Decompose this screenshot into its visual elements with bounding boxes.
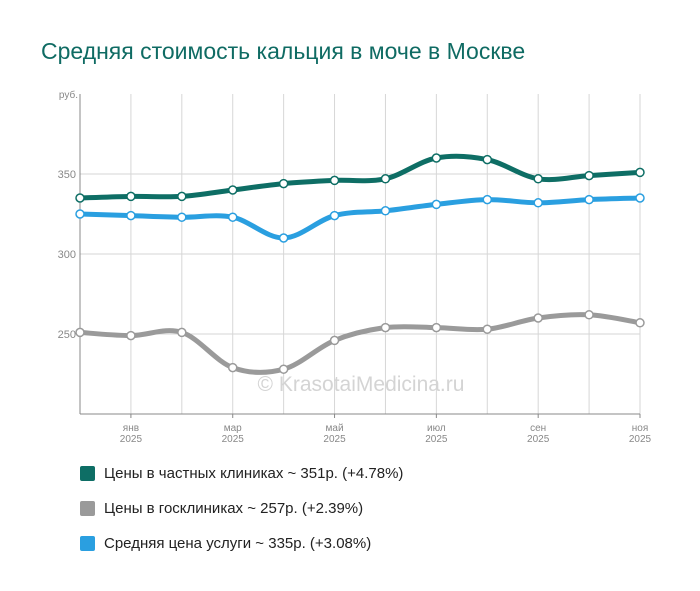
data-point: [177, 327, 187, 338]
data-point: [329, 335, 340, 346]
data-point: [380, 206, 391, 216]
legend-item-public[interactable]: Цены в госклиниках ~ 257р. (+2.39%): [80, 500, 363, 517]
data-point: [278, 233, 289, 243]
legend-item-private[interactable]: Цены в частных клиниках ~ 351р. (+4.78%): [80, 465, 403, 482]
data-point: [126, 330, 136, 341]
watermark: © KrasotaiMedicina.ru: [258, 373, 465, 396]
x-tick-month: мар: [224, 423, 242, 434]
legend-label: Цены в частных клиниках ~ 351р. (+4.78%): [104, 465, 404, 482]
data-point: [431, 199, 442, 210]
x-tick-year: 2025: [222, 434, 245, 445]
x-tick-month: сен: [530, 423, 546, 434]
line-chart: 250300350руб.янв2025мар2025май2025июл202…: [58, 89, 652, 445]
legend-label: Цены в госклиниках ~ 257р. (+2.39%): [104, 500, 364, 517]
x-tick-month: июл: [427, 423, 446, 434]
data-point: [533, 198, 543, 208]
x-tick-month: янв: [123, 423, 139, 434]
x-tick-month: май: [326, 423, 344, 434]
data-point: [635, 318, 645, 328]
data-point: [278, 178, 289, 189]
legend-item-average[interactable]: Средняя цена услуги ~ 335р. (+3.08%): [80, 535, 371, 552]
data-point: [227, 212, 238, 222]
x-tick-year: 2025: [629, 434, 652, 445]
x-tick-year: 2025: [323, 434, 346, 445]
data-point: [482, 154, 493, 165]
x-tick-year: 2025: [425, 434, 448, 445]
y-axis-unit: руб.: [59, 89, 78, 101]
data-point: [329, 210, 340, 221]
data-point: [75, 327, 85, 338]
data-point: [482, 324, 493, 334]
data-point: [533, 313, 543, 323]
y-tick-label: 250: [58, 329, 76, 341]
data-point: [380, 174, 391, 184]
legend-swatch: [80, 466, 95, 481]
data-point: [482, 194, 493, 205]
y-tick-label: 300: [58, 249, 76, 261]
data-point: [380, 322, 391, 333]
y-tick-label: 350: [58, 169, 76, 181]
legend-label: Средняя цена услуги ~ 335р. (+3.08%): [104, 535, 372, 552]
data-point: [75, 193, 85, 203]
legend-swatch: [80, 501, 95, 516]
data-point: [533, 174, 543, 184]
data-point: [227, 362, 238, 373]
data-point: [635, 193, 645, 203]
data-point: [635, 167, 645, 178]
data-point: [431, 153, 442, 163]
data-point: [227, 185, 238, 195]
data-point: [431, 322, 442, 333]
data-point: [177, 212, 187, 222]
data-point: [584, 170, 594, 181]
data-point: [584, 194, 594, 205]
x-tick-month: ноя: [632, 423, 649, 434]
data-point: [177, 191, 187, 202]
data-point: [126, 210, 136, 221]
data-point: [329, 175, 340, 186]
legend-swatch: [80, 536, 95, 551]
data-point: [75, 209, 85, 219]
data-point: [126, 191, 136, 202]
series-line-1: [77, 312, 643, 375]
data-point: [584, 310, 594, 320]
x-tick-year: 2025: [527, 434, 550, 445]
chart-title: Средняя стоимость кальция в моче в Москв…: [41, 38, 526, 64]
series-line-2: [77, 195, 643, 241]
data-point: [278, 364, 289, 374]
x-tick-year: 2025: [120, 434, 143, 445]
series-line-0: [77, 153, 643, 201]
